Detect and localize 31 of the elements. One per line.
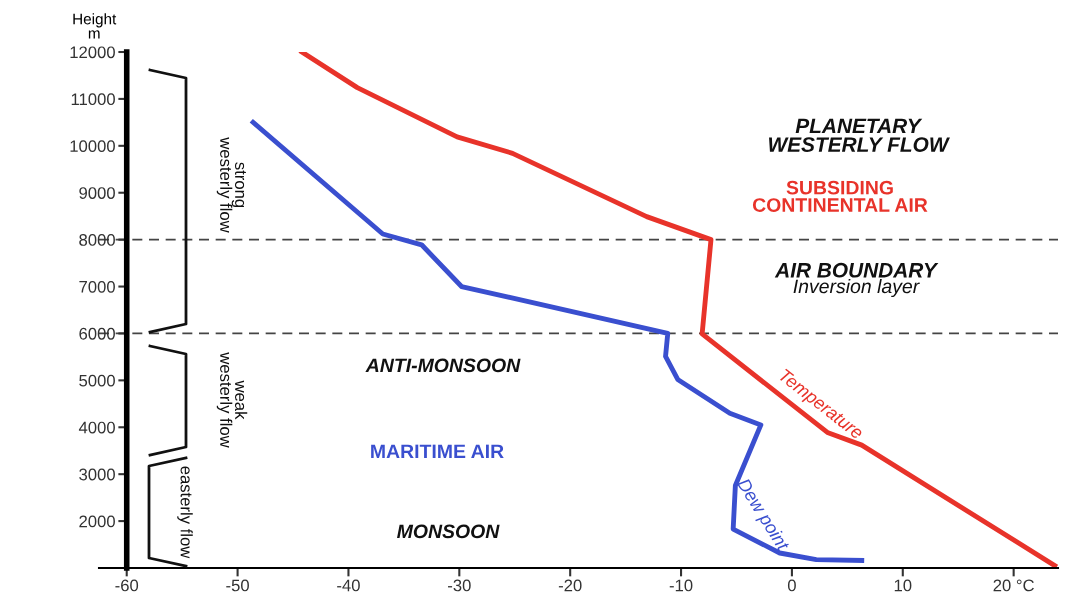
y-tick-label: 2000 <box>79 515 115 528</box>
x-tick-label: -30 <box>448 579 471 592</box>
x-tick-label: -10 <box>669 579 693 592</box>
annotation: weak westerly flow <box>216 352 248 448</box>
y-tick-label: 5000 <box>79 374 115 387</box>
annotation: MONSOON <box>397 524 500 539</box>
y-tick-label: 3000 <box>79 468 115 481</box>
annotation: ANTI-MONSOON <box>365 358 521 373</box>
y-tick-label: 10000 <box>70 140 115 153</box>
y-tick-label: 8000 <box>79 234 115 246</box>
annotation: AIR BOUNDARY <box>774 262 939 278</box>
annotation: Inversion layer <box>793 278 920 298</box>
y-tick-label: 11000 <box>71 93 115 106</box>
x-tick-label: -50 <box>226 579 249 592</box>
x-tick-label: 10 <box>894 579 912 592</box>
y-tick-label: 9000 <box>79 187 115 199</box>
x-tick-label: 0 <box>787 579 796 592</box>
y-tick-label: 7000 <box>79 280 115 293</box>
y-tick-label: 12000 <box>70 46 115 59</box>
annotation: MARITIME AIR <box>371 444 504 459</box>
y-tick-label: 6000 <box>79 327 115 340</box>
x-tick-label: -40 <box>337 579 360 592</box>
annotation: easterly flow <box>177 466 193 559</box>
annotation: SUBSIDING CONTINENTAL AIR <box>752 180 928 212</box>
annotation: PLANETARY WESTERLY FLOW <box>769 118 950 152</box>
y-tick-label: 4000 <box>78 421 115 434</box>
x-tick-label: -20 <box>558 579 582 592</box>
y-axis-title: Height m <box>73 13 117 39</box>
x-tick-label: 20 °C <box>993 579 1034 592</box>
annotation: strong westerly flow <box>216 137 246 233</box>
x-tick-label: -60 <box>115 579 139 592</box>
